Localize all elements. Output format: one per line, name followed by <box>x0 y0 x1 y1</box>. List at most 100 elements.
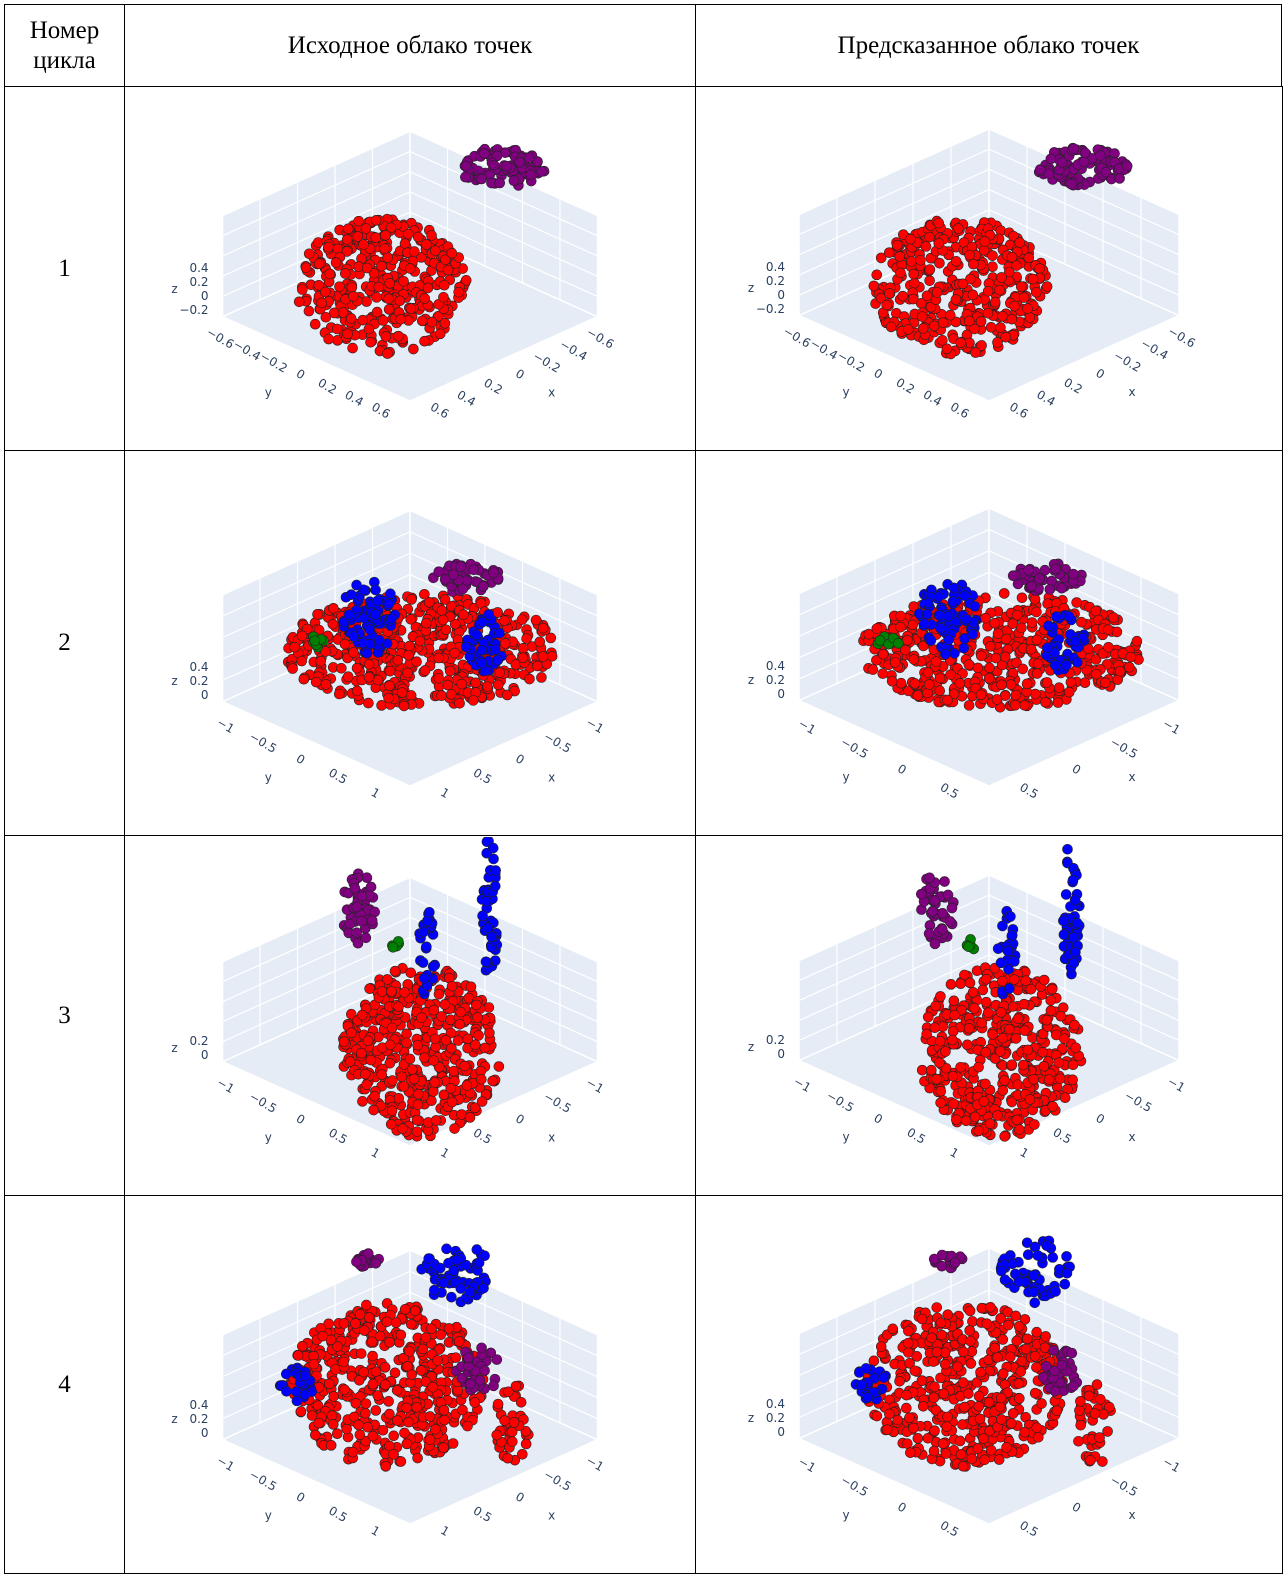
cloud-point <box>403 229 413 239</box>
z-tick-label: 0.4 <box>189 261 208 275</box>
cloud-point <box>947 903 957 913</box>
cloud-point <box>366 337 376 347</box>
cloud-point <box>1016 1367 1026 1377</box>
cloud-point <box>417 1013 427 1023</box>
cloud-point <box>309 1359 319 1369</box>
cloud-point <box>981 613 991 623</box>
cloud-point <box>1069 1020 1079 1030</box>
z-tick-label: 0.4 <box>766 659 785 673</box>
cloud-point <box>317 298 327 308</box>
cloud-point <box>985 1302 995 1312</box>
cloud-point <box>988 1029 998 1039</box>
cloud-point <box>477 1343 487 1353</box>
cloud-point <box>433 1355 443 1365</box>
x-tick-label: 0 <box>513 751 527 767</box>
cloud-point <box>946 670 956 680</box>
cloud-point <box>434 673 444 683</box>
cloud-point <box>930 1023 940 1033</box>
cloud-point <box>350 1318 360 1328</box>
cloud-point <box>996 958 1006 968</box>
point-cloud-plot: −1−0.500.51−1−0.500.51yx0.20z <box>126 837 694 1194</box>
cloud-point <box>348 343 358 353</box>
cloud-point <box>406 614 416 624</box>
cloud-point <box>396 314 406 324</box>
cloud-point <box>1000 1075 1010 1085</box>
cloud-point <box>1010 700 1020 710</box>
z-tick-label: 0 <box>201 1048 209 1062</box>
header-cell: Предсказанное облако точек <box>695 4 1282 87</box>
cloud-point <box>456 562 466 572</box>
cloud-point <box>521 1439 531 1449</box>
cloud-point <box>430 1034 440 1044</box>
cloud-point <box>1041 1331 1051 1341</box>
cloud-point <box>479 1283 489 1293</box>
cloud-point <box>430 246 440 256</box>
cloud-point <box>532 661 542 671</box>
cloud-point <box>409 247 419 257</box>
cloud-point <box>917 1065 927 1075</box>
cloud-point <box>1017 593 1027 603</box>
y-tick-label: 0 <box>895 1500 909 1516</box>
cloud-point <box>440 594 450 604</box>
cloud-point <box>343 672 353 682</box>
cloud-point <box>443 680 453 690</box>
cloud-point <box>368 1351 378 1361</box>
cloud-point <box>323 242 333 252</box>
cloud-point <box>951 295 961 305</box>
cloud-point <box>1035 165 1045 175</box>
cloud-point <box>406 304 416 314</box>
cloud-point <box>917 1314 927 1324</box>
cloud-point <box>456 1284 466 1294</box>
cloud-point <box>990 297 1000 307</box>
cloud-point <box>352 928 362 938</box>
cloud-point <box>440 999 450 1009</box>
cloud-point <box>930 1426 940 1436</box>
cloud-point <box>332 324 342 334</box>
y-tick-label: −1 <box>796 716 818 737</box>
x-tick-label: 0 <box>513 1489 527 1505</box>
cloud-point <box>971 348 981 358</box>
cloud-point <box>1019 293 1029 303</box>
cloud-point <box>327 1411 337 1421</box>
cloud-point <box>516 1397 526 1407</box>
cloud-point <box>1080 678 1090 688</box>
cloud-point <box>447 1097 457 1107</box>
cloud-point <box>456 1007 466 1017</box>
cloud-point <box>515 157 525 167</box>
cloud-point <box>371 1258 381 1268</box>
cloud-point <box>1031 607 1041 617</box>
cloud-point <box>1038 1372 1048 1382</box>
cloud-point <box>1010 301 1020 311</box>
cloud-point <box>969 1003 979 1013</box>
cloud-point <box>908 294 918 304</box>
cloud-point <box>313 609 323 619</box>
cloud-point <box>1006 1418 1016 1428</box>
cloud-point <box>472 1245 482 1255</box>
cloud-point <box>293 1350 303 1360</box>
cloud-point <box>447 981 457 991</box>
cloud-point <box>425 1412 435 1422</box>
cloud-point <box>1126 652 1136 662</box>
cloud-point <box>1000 652 1010 662</box>
cloud-point <box>419 589 429 599</box>
cloud-point <box>1044 1075 1054 1085</box>
cloud-point <box>1060 1279 1070 1289</box>
cloud-point <box>878 669 888 679</box>
cloud-point <box>477 617 487 627</box>
x-tick-label: 0 <box>513 366 527 382</box>
cloud-point <box>980 1455 990 1465</box>
cloud-point <box>304 249 314 259</box>
cloud-point <box>352 663 362 673</box>
cloud-point <box>1042 1241 1052 1251</box>
z-tick-label: 0.2 <box>189 1412 208 1426</box>
cloud-point <box>987 251 997 261</box>
cloud-point <box>902 635 912 645</box>
cloud-point <box>301 263 311 273</box>
cloud-point <box>400 1304 410 1314</box>
cloud-point <box>1058 916 1068 926</box>
cloud-point <box>955 678 965 688</box>
cloud-point <box>453 1036 463 1046</box>
cloud-point <box>403 1417 413 1427</box>
cloud-point <box>1026 644 1036 654</box>
cloud-point <box>408 344 418 354</box>
